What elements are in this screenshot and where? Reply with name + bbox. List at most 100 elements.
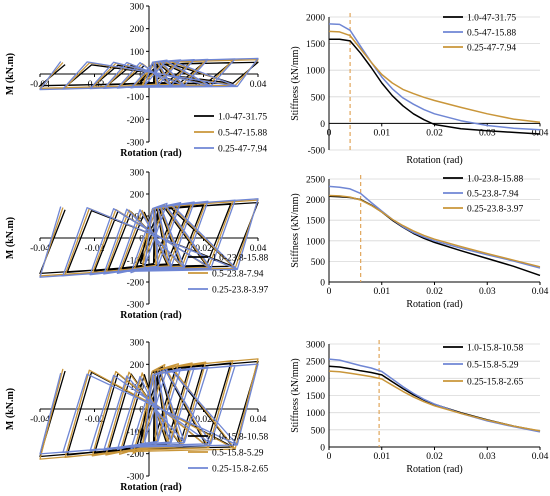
series-line [328,23,541,131]
y-tick-label: 2500 [306,176,325,186]
x-tick-label: 0.04 [532,128,549,138]
y-axis-label: Stiffness (kN/mm) [290,46,301,121]
x-tick-label: 0 [327,128,332,138]
y-tick-label: -300 [127,139,145,149]
y-tick-label: 300 [130,169,145,179]
x-tick-label: 0.04 [250,80,267,90]
y-tick-label: 0 [320,444,325,454]
y-axis-label: M (kN.m) [5,388,16,430]
series-line [39,363,259,455]
legend-label: 0.5-15.8-5.29 [212,449,264,459]
x-axis-label: Rotation (rad) [120,482,181,493]
y-tick-label: 1500 [306,217,325,227]
x-tick-label: 0.03 [479,128,496,138]
legend-label: 1.0-47-31.75 [218,113,267,123]
y-tick-label: 0 [139,235,144,245]
x-tick-label: 0.02 [195,244,212,254]
y-axis-label: Stiffness (kN/mm) [290,193,301,268]
x-axis-label: Rotation (rad) [120,310,181,321]
x-tick-label: 0.01 [373,287,390,297]
y-tick-label: 2000 [306,375,325,385]
y-tick-label: -200 [127,116,145,126]
y-axis-label: M (kN.m) [5,217,16,259]
y-tick-label: 2000 [306,196,325,206]
series-line [328,194,541,268]
y-tick-label: 500 [311,426,326,436]
y-tick-label: 3000 [306,341,325,351]
legend-label: 0.25-23.8-3.97 [212,286,268,296]
y-tick-label: 1000 [306,237,325,247]
series-line [328,30,541,124]
legend-label: 1.0-15.8-10.58 [467,344,523,354]
legend-label: 1.0-47-31.75 [467,14,516,24]
y-tick-label: -200 [127,450,145,460]
x-axis-label: Rotation (rad) [120,148,181,159]
legend-label: 0.25-23.8-3.97 [467,205,523,215]
x-tick-label: 0.04 [250,244,267,254]
y-tick-label: 2500 [306,358,325,368]
y-tick-label: 0 [139,406,144,416]
y-tick-label: 1500 [306,40,325,50]
y-tick-label: 0 [320,279,325,289]
y-tick-label: -500 [308,147,326,157]
x-tick-label: 0.02 [195,415,212,425]
chart-stiff-2: 0 500 1000 1500 2000 2500 0 0.01 0.02 0.03 0.04 Rot… [290,175,549,311]
series-line [328,185,541,269]
y-tick-label: 500 [311,93,326,103]
y-tick-label: 200 [130,25,145,35]
chart-stiff-3: 0 500 1000 1500 2000 2500 3000 0 0.01 0.02 0.03 0.0… [290,340,549,475]
series-line [329,38,541,135]
legend-label: 0.5-47-15.88 [218,129,267,139]
legend-label: 0.25-15.8-2.65 [212,465,268,475]
x-tick-label: 0.04 [250,415,267,425]
y-tick-label: 0 [320,120,325,130]
y-axis-label: Stiffness (kN/mm) [290,358,301,433]
legend-label: 0.5-47-15.88 [467,29,516,39]
x-tick-label: 0.02 [426,452,443,462]
x-tick-label: 0.03 [479,452,496,462]
y-tick-label: -300 [127,473,145,483]
legend-label: 1.0-23.8-15.88 [212,254,268,264]
x-axis-label: Rotation (rad) [406,299,462,310]
x-axis-label: Rotation (rad) [406,155,462,166]
y-tick-label: 1000 [306,409,325,419]
x-tick-label: 0.04 [532,287,549,297]
y-tick-label: 1500 [306,392,325,402]
x-tick-label: -0.04 [30,244,50,254]
y-tick-label: 1000 [306,67,325,77]
series-line [328,370,541,432]
series-line [39,57,259,91]
x-axis-label: Rotation (rad) [406,464,462,475]
y-tick-label: 200 [130,361,145,371]
legend-label: 0.5-15.8-5.29 [467,361,519,371]
legend-label: 0.5-23.8-7.94 [212,270,264,280]
x-tick-label: 0.03 [479,287,496,297]
legend-label: 0.25-47-7.94 [218,145,267,155]
series-line [328,365,541,432]
x-tick-label: 0.04 [532,452,549,462]
y-tick-label: 500 [311,258,326,268]
series-line [39,198,259,278]
x-tick-label: 0 [327,452,332,462]
legend-label: 0.5-23.8-7.94 [467,190,519,200]
y-tick-label: 300 [130,339,145,349]
x-tick-label: -0.02 [85,244,105,254]
legend-label: 1.0-15.8-10.58 [212,433,268,443]
legend-label: 1.0-23.8-15.88 [467,175,523,185]
x-tick-label: 0.01 [373,128,390,138]
y-tick-label: -200 [127,279,145,289]
y-tick-label: 300 [130,3,145,13]
x-tick-label: 0.01 [373,452,390,462]
y-tick-label: -100 [127,93,145,103]
legend-label: 0.25-15.8-2.65 [467,378,523,388]
legend-label: 0.25-47-7.94 [467,44,516,54]
y-tick-label: -300 [127,301,145,311]
x-tick-label: 0.02 [426,287,443,297]
y-tick-label: 2000 [306,14,325,24]
x-tick-label: 0.02 [426,128,443,138]
x-tick-label: -0.02 [85,415,105,425]
